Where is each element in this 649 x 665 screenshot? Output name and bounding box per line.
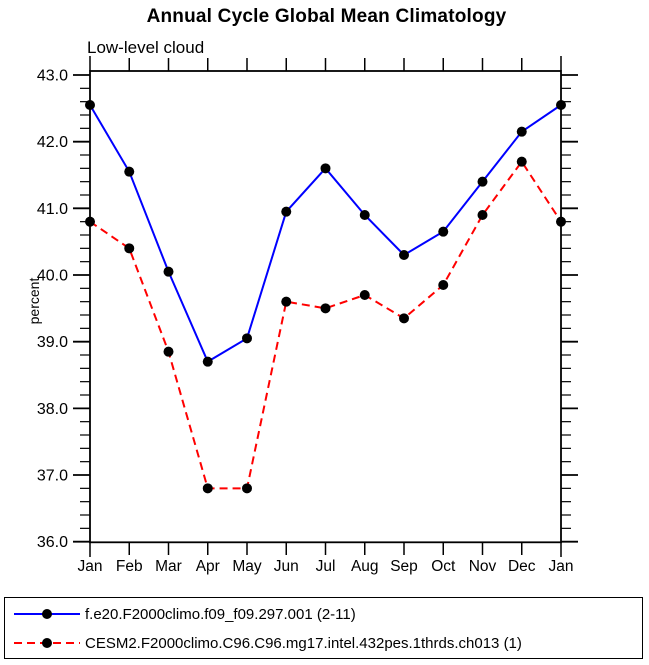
svg-text:39.0: 39.0 <box>37 334 68 351</box>
series-line-1 <box>89 159 562 490</box>
svg-text:Dec: Dec <box>508 558 536 575</box>
y-minor-ticks <box>80 87 571 529</box>
svg-text:37.0: 37.0 <box>37 468 68 485</box>
y-tick-labels: 36.0 37.0 38.0 39.0 40.0 41.0 42.0 43.0 <box>37 68 68 552</box>
chart-title: Annual Cycle Global Mean Climatology <box>146 6 507 27</box>
x-tick-labels: Jan Feb Mar Apr May Jun Jul Aug Sep Oct Nov Dec Jan <box>78 558 574 575</box>
svg-text:41.0: 41.0 <box>37 201 68 218</box>
svg-text:43.0: 43.0 <box>37 68 68 85</box>
chart-subtitle: Low-level cloud <box>87 38 205 57</box>
svg-text:Apr: Apr <box>196 558 220 575</box>
svg-text:38.0: 38.0 <box>37 401 68 418</box>
legend-line-sample-solid <box>14 609 80 619</box>
legend-label-series-0: f.e20.F2000climo.f09_f09.297.001 (2-11) <box>85 605 356 623</box>
svg-text:Jul: Jul <box>316 558 336 575</box>
svg-text:Feb: Feb <box>116 558 143 575</box>
legend-item-series-1: CESM2.F2000climo.C96.C96.mg17.intel.432p… <box>5 630 642 656</box>
svg-text:Nov: Nov <box>469 558 497 575</box>
series-markers-0 <box>85 100 566 367</box>
series-line-0 <box>89 104 562 364</box>
svg-text:Sep: Sep <box>390 558 418 575</box>
legend-item-series-0: f.e20.F2000climo.f09_f09.297.001 (2-11) <box>5 601 642 627</box>
svg-text:Jan: Jan <box>549 558 574 575</box>
svg-text:Mar: Mar <box>155 558 182 575</box>
svg-text:Aug: Aug <box>351 558 379 575</box>
svg-text:Jun: Jun <box>274 558 299 575</box>
svg-text:Jan: Jan <box>78 558 103 575</box>
svg-text:42.0: 42.0 <box>37 134 68 151</box>
y-major-ticks <box>73 74 578 543</box>
legend-label-series-1: CESM2.F2000climo.C96.C96.mg17.intel.432p… <box>85 634 522 652</box>
svg-text:May: May <box>232 558 262 575</box>
svg-text:Oct: Oct <box>431 558 456 575</box>
svg-text:36.0: 36.0 <box>37 534 68 551</box>
legend-line-sample-dashed <box>14 638 80 648</box>
svg-text:40.0: 40.0 <box>37 268 68 285</box>
series-markers-1 <box>85 156 566 494</box>
plot-area: 36.0 37.0 38.0 39.0 40.0 41.0 42.0 43.0 Jan Feb Ma… <box>37 56 578 575</box>
x-ticks <box>89 56 562 557</box>
legend: f.e20.F2000climo.f09_f09.297.001 (2-11) … <box>4 597 643 659</box>
